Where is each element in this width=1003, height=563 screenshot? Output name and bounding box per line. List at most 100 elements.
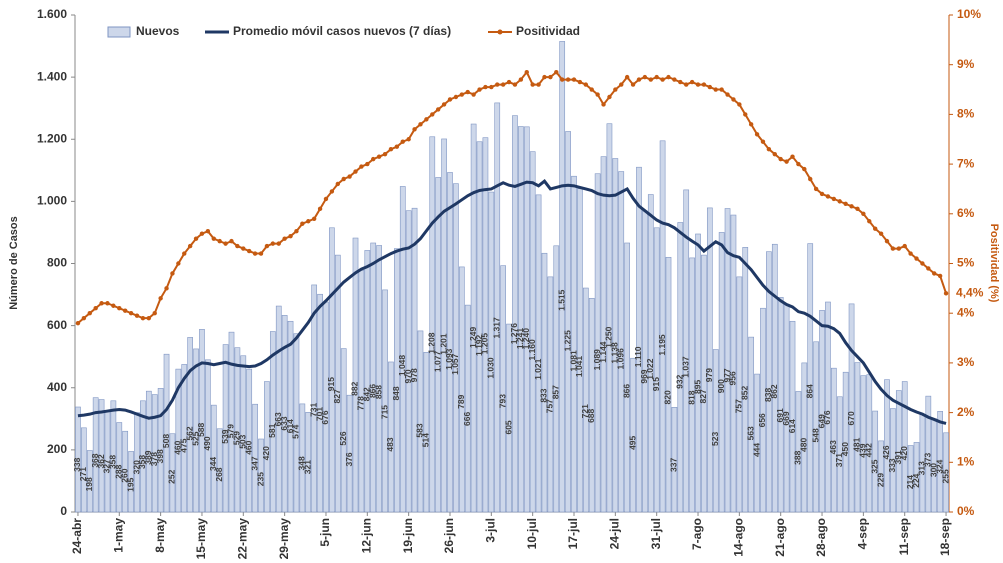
- y2-tick-label: 4%: [957, 305, 975, 319]
- data-label: 701: [314, 407, 324, 421]
- data-label: 864: [804, 384, 814, 398]
- bar: [606, 123, 613, 513]
- data-label: 579: [226, 424, 236, 438]
- bar: [281, 315, 288, 513]
- data-label: 300: [928, 463, 938, 477]
- marker: [784, 159, 789, 164]
- data-label: 562: [184, 426, 194, 440]
- data-label: 979: [704, 368, 714, 382]
- data-label: 344: [208, 457, 218, 471]
- data-label: 463: [828, 440, 838, 454]
- data-label: 882: [350, 381, 360, 395]
- y2-tick-label: 2%: [957, 405, 975, 419]
- marker: [731, 97, 736, 102]
- bar: [175, 368, 182, 513]
- marker: [630, 82, 636, 87]
- x-tick-label: 4-sep: [856, 518, 870, 549]
- data-label: 605: [503, 420, 513, 434]
- data-label: 442: [864, 443, 874, 457]
- marker: [282, 236, 287, 241]
- marker: [128, 311, 134, 316]
- marker: [872, 226, 878, 231]
- bar: [193, 348, 199, 513]
- bar: [518, 126, 524, 513]
- y-tick-label: 1.000: [37, 194, 67, 208]
- marker: [294, 228, 299, 234]
- bar: [783, 303, 790, 513]
- x-tick-label: 28-ago: [814, 518, 828, 557]
- data-label: 915: [326, 377, 336, 391]
- marker: [932, 271, 937, 276]
- x-tick-label: 17-jul: [566, 518, 580, 549]
- legend-marker: [497, 29, 503, 35]
- data-label: 757: [545, 399, 555, 413]
- data-label: 1.022: [645, 358, 655, 380]
- marker: [524, 69, 529, 75]
- marker: [589, 87, 594, 92]
- bar: [346, 394, 353, 513]
- data-label: 1.037: [680, 356, 690, 378]
- y2-tick-label: 7%: [957, 156, 975, 170]
- marker: [737, 102, 742, 107]
- marker: [471, 92, 476, 97]
- data-label: 858: [373, 385, 383, 399]
- data-label: 389: [143, 450, 153, 464]
- legend-label: Positividad: [516, 24, 580, 38]
- data-label: 460: [243, 440, 253, 454]
- bar: [382, 289, 388, 513]
- x-tick-label: 29-may: [277, 518, 291, 560]
- x-tick-label: 18-sep: [938, 518, 952, 556]
- data-label: 574: [291, 424, 301, 438]
- marker: [542, 74, 547, 80]
- bar: [671, 407, 678, 513]
- bar: [624, 242, 630, 513]
- marker: [790, 154, 795, 159]
- data-label: 358: [137, 455, 147, 469]
- data-label: 1.205: [480, 333, 490, 355]
- bar: [305, 411, 312, 513]
- marker: [199, 231, 205, 236]
- legend-label: Promedio móvil casos nuevos (7 días): [233, 24, 451, 38]
- data-label: 932: [675, 374, 685, 388]
- data-label: 862: [769, 384, 779, 398]
- bar: [582, 287, 589, 513]
- bar: [352, 237, 359, 513]
- marker: [583, 82, 589, 87]
- bar: [594, 173, 601, 513]
- data-label: 271: [78, 467, 88, 481]
- marker: [636, 77, 642, 82]
- line: [77, 179, 947, 425]
- marker: [412, 127, 417, 132]
- data-label: 688: [586, 408, 596, 422]
- bar: [695, 233, 701, 513]
- bar: [86, 450, 93, 513]
- bar: [128, 451, 134, 513]
- data-label: 842: [362, 387, 372, 401]
- marker: [707, 84, 713, 90]
- data-label: 320: [131, 460, 141, 474]
- marker: [359, 164, 364, 169]
- data-label: 373: [923, 453, 933, 467]
- data-label: 588: [196, 422, 206, 436]
- data-label: 956: [728, 371, 738, 385]
- data-label: 214: [905, 475, 915, 489]
- marker: [317, 206, 323, 212]
- x-tick-label: 15-may: [194, 518, 208, 560]
- marker: [926, 266, 931, 271]
- bar: [890, 408, 896, 513]
- data-label: 378: [149, 452, 159, 466]
- data-label: 838: [763, 388, 773, 402]
- marker: [152, 311, 157, 316]
- marker: [701, 82, 707, 87]
- marker: [424, 117, 429, 122]
- bar: [523, 126, 530, 513]
- bar: [116, 422, 123, 513]
- marker: [565, 77, 571, 82]
- data-label: 1.048: [397, 355, 407, 377]
- bar: [854, 362, 861, 513]
- bar: [140, 400, 146, 513]
- marker: [300, 221, 305, 226]
- data-label: 1.160: [527, 339, 537, 361]
- marker: [831, 196, 837, 202]
- bar: [647, 194, 654, 513]
